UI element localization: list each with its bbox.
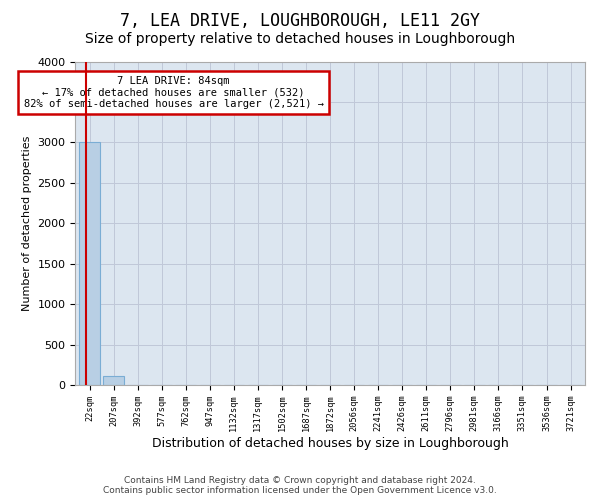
Y-axis label: Number of detached properties: Number of detached properties bbox=[22, 136, 32, 311]
Text: Contains HM Land Registry data © Crown copyright and database right 2024.
Contai: Contains HM Land Registry data © Crown c… bbox=[103, 476, 497, 495]
Text: 7, LEA DRIVE, LOUGHBOROUGH, LE11 2GY: 7, LEA DRIVE, LOUGHBOROUGH, LE11 2GY bbox=[120, 12, 480, 30]
Bar bbox=[79, 142, 100, 385]
X-axis label: Distribution of detached houses by size in Loughborough: Distribution of detached houses by size … bbox=[152, 437, 508, 450]
Text: 7 LEA DRIVE: 84sqm
← 17% of detached houses are smaller (532)
82% of semi-detach: 7 LEA DRIVE: 84sqm ← 17% of detached hou… bbox=[23, 76, 323, 110]
Bar bbox=[103, 376, 124, 385]
Text: Size of property relative to detached houses in Loughborough: Size of property relative to detached ho… bbox=[85, 32, 515, 46]
